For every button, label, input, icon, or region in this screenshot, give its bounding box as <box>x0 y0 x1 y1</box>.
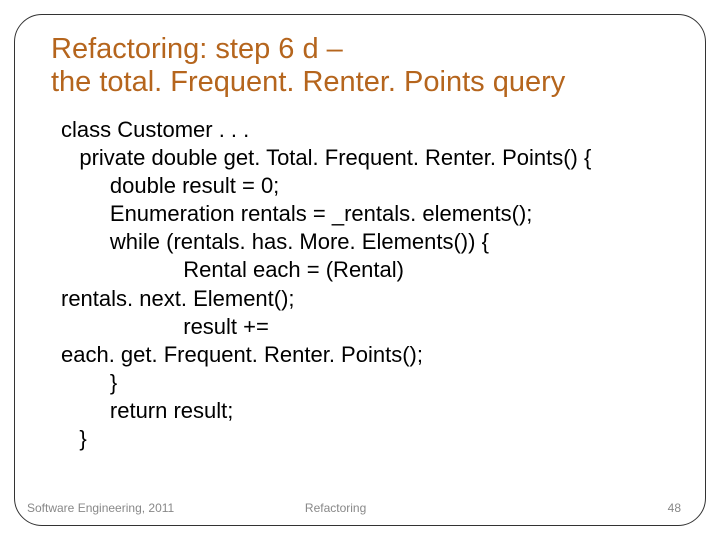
code-line: result += <box>61 314 269 339</box>
title-line-1: Refactoring: step 6 d – <box>51 33 343 65</box>
footer-left: Software Engineering, 2011 <box>27 501 174 515</box>
code-line: Enumeration rentals = _rentals. elements… <box>61 201 532 226</box>
code-line: class Customer . . . <box>61 117 249 142</box>
code-line: private double get. Total. Frequent. Ren… <box>61 145 591 170</box>
code-line: each. get. Frequent. Renter. Points(); <box>61 342 423 367</box>
code-line: Rental each = (Rental) <box>61 257 404 282</box>
footer-page-number: 48 <box>668 501 681 515</box>
code-line: rentals. next. Element(); <box>61 286 295 311</box>
title-line-2: the total. Frequent. Renter. Points quer… <box>51 66 565 98</box>
slide-frame: Refactoring: step 6 d – the total. Frequ… <box>14 14 706 526</box>
code-line: double result = 0; <box>61 173 279 198</box>
slide-footer: Software Engineering, 2011 Refactoring 4… <box>27 501 681 515</box>
footer-center: Refactoring <box>305 501 366 515</box>
code-line: while (rentals. has. More. Elements()) { <box>61 229 489 254</box>
code-line: } <box>61 370 117 395</box>
slide-title: Refactoring: step 6 d – the total. Frequ… <box>51 33 677 100</box>
code-line: return result; <box>61 398 233 423</box>
code-block: class Customer . . . private double get.… <box>61 116 677 454</box>
code-line: } <box>61 426 87 451</box>
